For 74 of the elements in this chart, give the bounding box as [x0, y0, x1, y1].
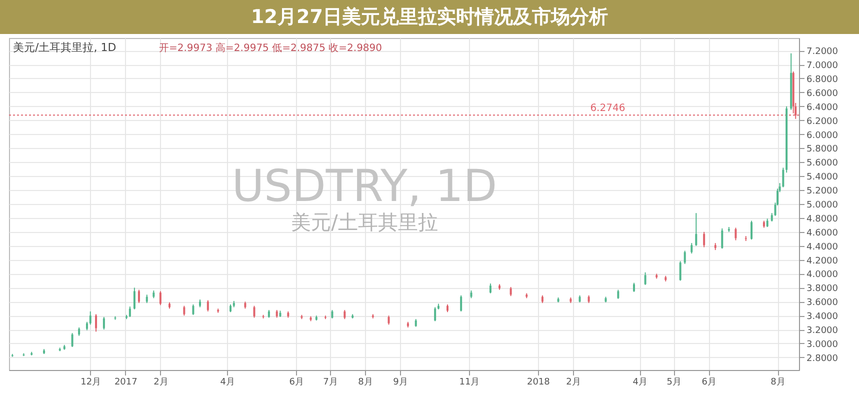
x-tick-label: 12月 — [80, 378, 102, 388]
x-tick-label: 7月 — [323, 378, 338, 388]
x-tick-label: 2月 — [154, 378, 168, 388]
candlestick — [510, 286, 512, 297]
y-tick-label: 4.6000 — [806, 228, 838, 238]
candlestick — [644, 272, 646, 286]
y-tick-label: 6.4000 — [806, 102, 838, 113]
x-tick-label: 5月 — [666, 378, 682, 388]
y-tick-label: 7.2000 — [806, 47, 838, 58]
y-tick-label: 5.6000 — [806, 158, 838, 169]
annotation: 美元/土耳其里拉, 1D — [13, 41, 116, 54]
y-tick-label: 3.4000 — [806, 312, 838, 322]
x-tick-label: 4月 — [632, 378, 648, 388]
candlestick — [695, 212, 698, 246]
candlestick — [489, 283, 492, 294]
y-tick-label: 7.0000 — [806, 61, 838, 72]
y-tick-label: 3.0000 — [806, 340, 838, 350]
y-tick-label: 3.8000 — [806, 284, 838, 294]
y-tick-label: 5.2000 — [806, 186, 838, 197]
candlestick — [750, 220, 753, 240]
candlestick — [690, 242, 693, 254]
ref-line-label: 6.2746 — [590, 103, 626, 114]
candlestick — [617, 289, 620, 300]
y-tick-label: 3.6000 — [806, 298, 838, 308]
candlestick — [632, 282, 635, 292]
candlestick — [684, 250, 686, 264]
candlestick — [782, 167, 784, 188]
candlestick — [133, 287, 136, 310]
candlestick — [206, 300, 209, 312]
candlestick — [102, 316, 105, 330]
y-tick-label: 2.8000 — [806, 354, 838, 364]
y-tick-label: 6.6000 — [806, 88, 838, 99]
y-tick-label: 4.4000 — [806, 242, 838, 252]
candlestick — [253, 305, 256, 318]
y-tick-label: 6.2000 — [806, 116, 838, 127]
y-tick-label: 4.8000 — [806, 214, 838, 224]
y-tick-label: 4.2000 — [806, 256, 838, 266]
x-tick-label: 6月 — [702, 378, 716, 388]
candlestick — [159, 290, 162, 306]
x-tick-label: 8月 — [770, 378, 786, 388]
y-tick-label: 6.0000 — [806, 130, 838, 141]
y-tick-label: 6.8000 — [806, 74, 838, 85]
candlestick — [344, 310, 346, 320]
y-tick-label: 5.0000 — [806, 200, 838, 210]
candlestick — [95, 314, 98, 332]
candlestick — [703, 231, 706, 248]
x-tick-label: 4月 — [220, 378, 235, 388]
candlestick — [734, 227, 737, 241]
candlestick — [71, 332, 74, 348]
candlestick — [721, 228, 724, 250]
candlestick — [128, 306, 131, 318]
annotation: USDTRY, 1D — [232, 161, 498, 212]
candlestick — [434, 306, 436, 322]
annotation: 开=2.9973 高=2.9975 低=2.9875 收=2.9890 — [159, 42, 382, 54]
candlestick — [460, 294, 462, 312]
y-tick-label: 5.8000 — [806, 144, 838, 155]
chart-title: 12月27日美元兑里拉实时情况及市场分析 — [0, 0, 859, 34]
candlestick — [388, 315, 390, 326]
x-tick-label: 2018 — [526, 378, 550, 388]
y-tick-label: 3.2000 — [806, 326, 838, 336]
candlestick — [89, 310, 92, 326]
x-tick-label: 6月 — [289, 378, 304, 388]
candlestick — [183, 305, 186, 316]
annotation: 美元/土耳其里拉 — [291, 210, 438, 234]
x-tick-label: 2017 — [114, 378, 138, 388]
y-tick-label: 4.0000 — [806, 270, 838, 280]
x-tick-label: 9月 — [393, 378, 408, 388]
x-tick-label: 8月 — [358, 378, 373, 388]
candlestick — [679, 260, 682, 282]
x-tick-label: 2月 — [566, 378, 581, 388]
candlestick — [192, 304, 194, 316]
x-tick-label: 11月 — [459, 378, 480, 388]
y-tick-label: 5.4000 — [806, 172, 838, 183]
candlestick — [138, 289, 140, 304]
